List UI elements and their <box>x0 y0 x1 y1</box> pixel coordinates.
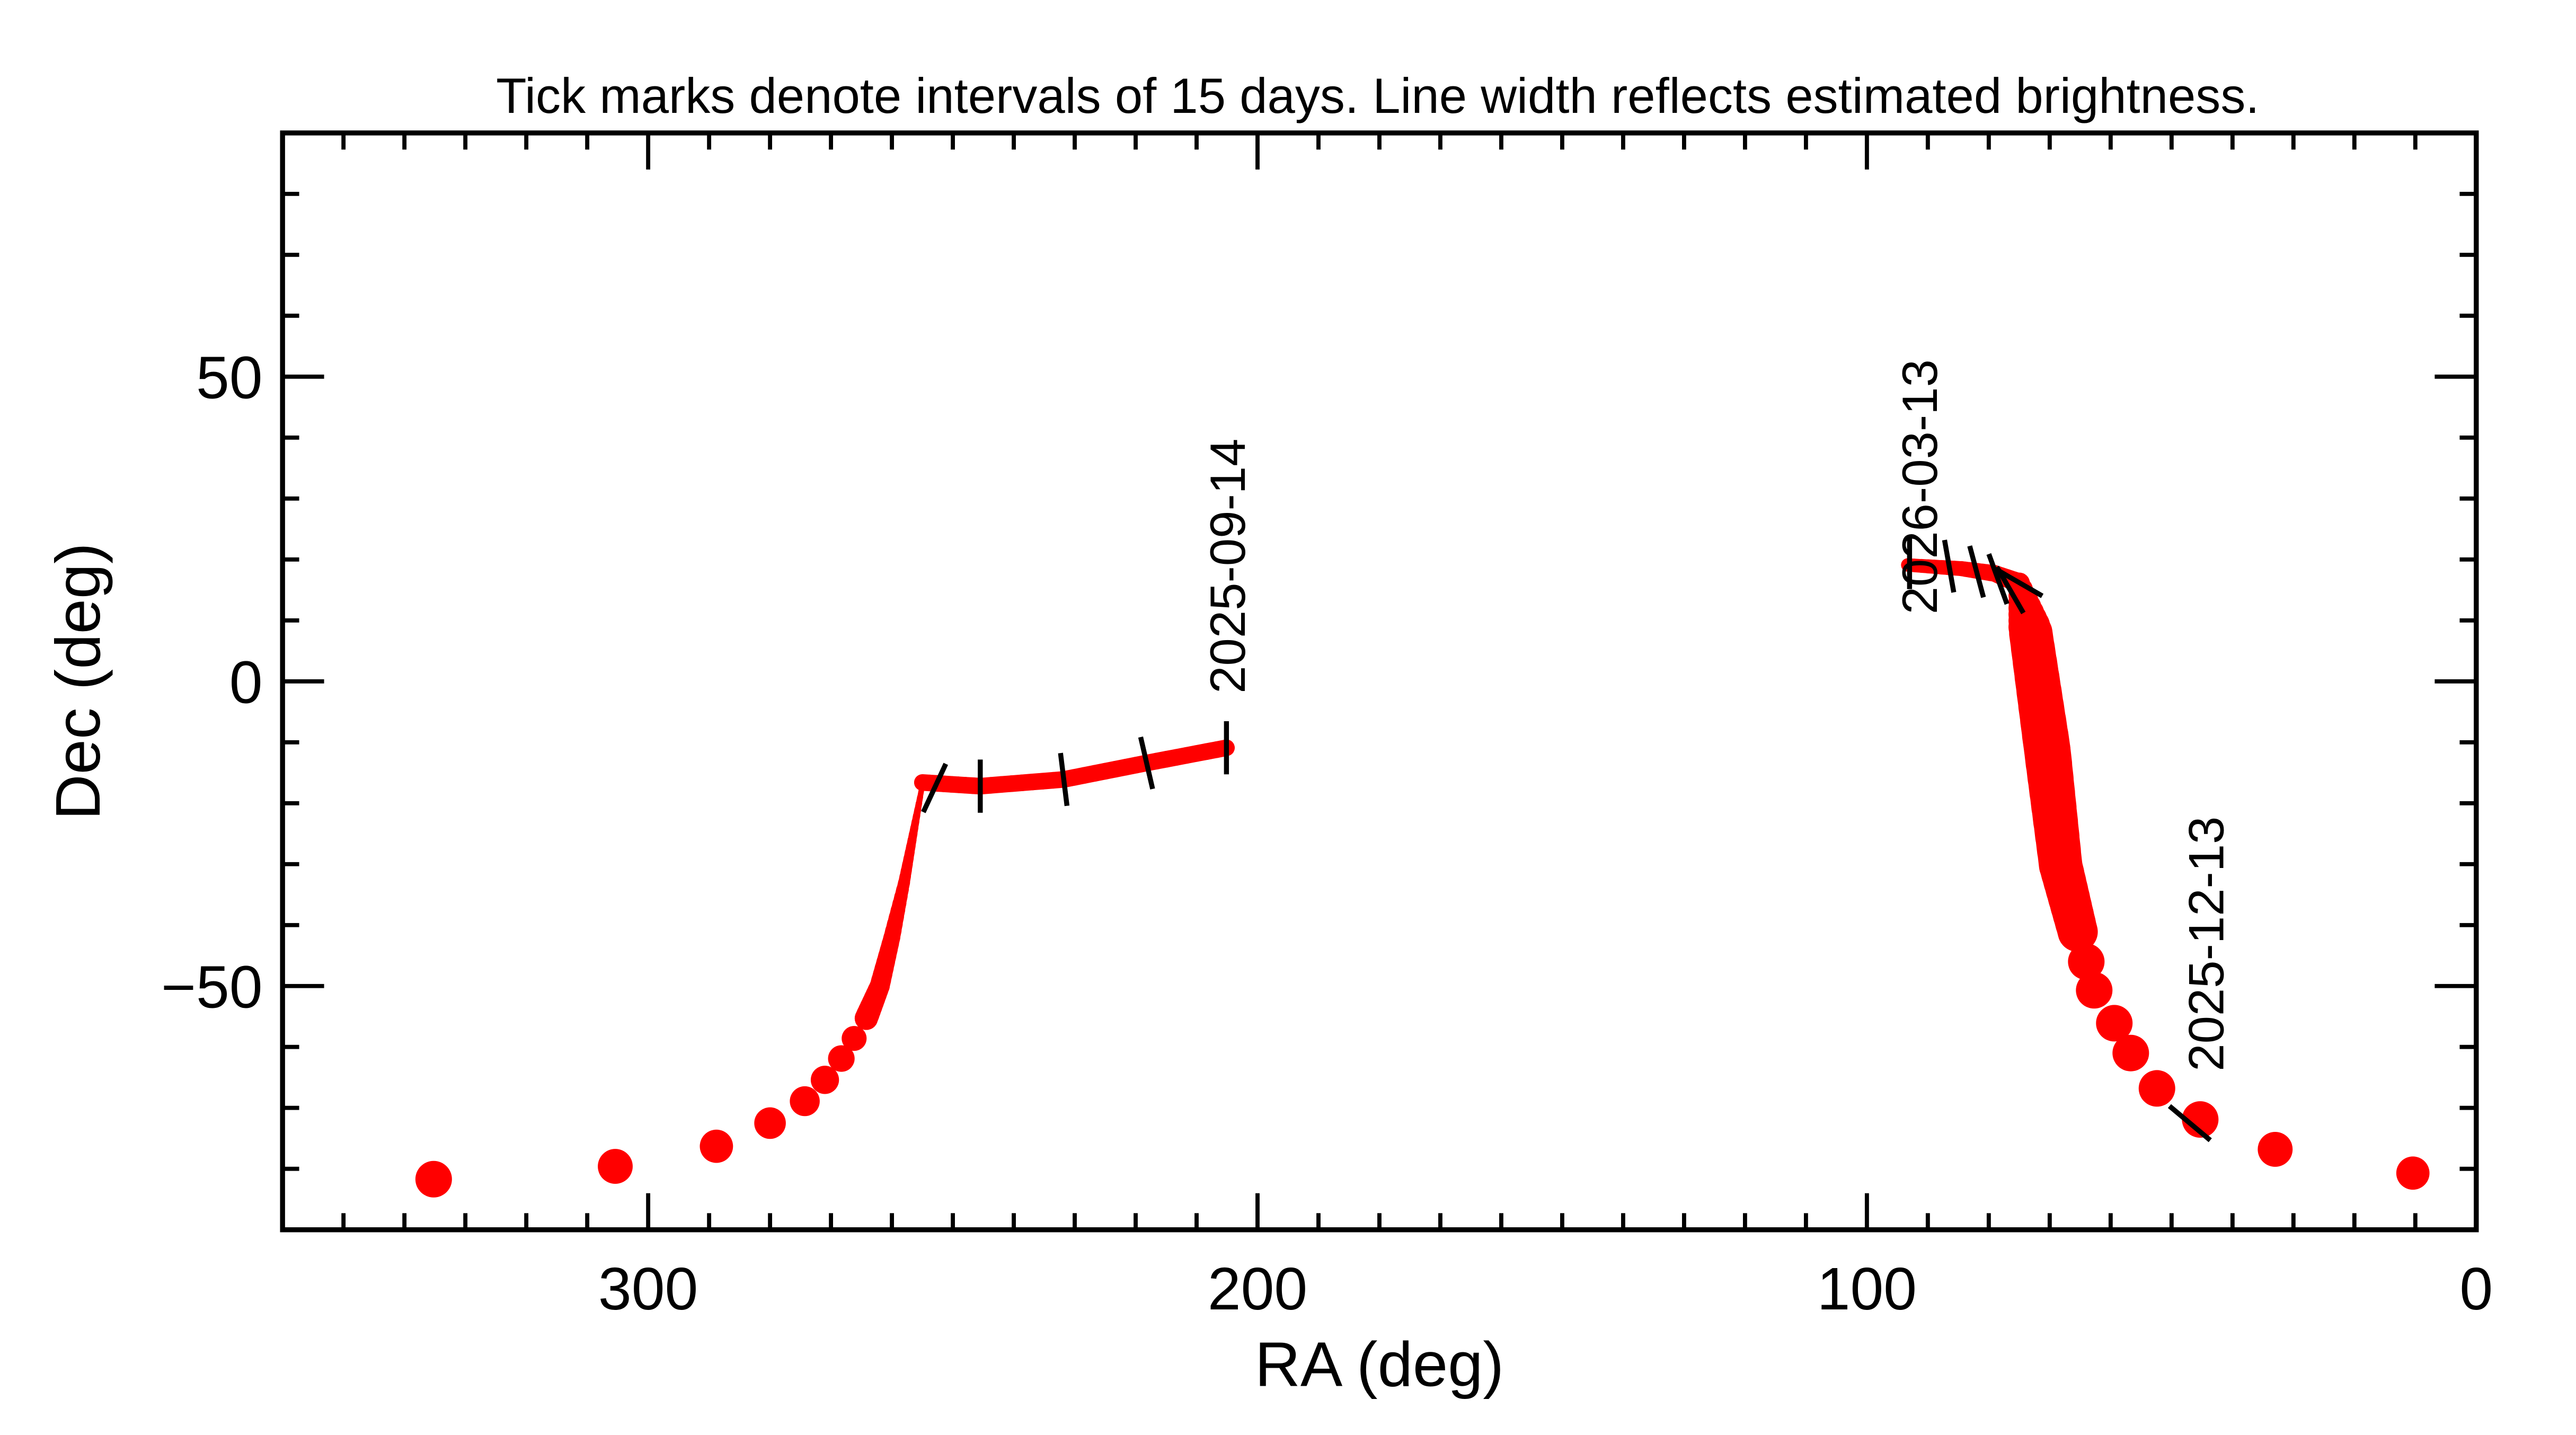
track-segment <box>415 1006 878 1198</box>
y-tick-label: 0 <box>229 649 263 716</box>
track-segment <box>2059 913 2430 1190</box>
track-point <box>2112 1034 2149 1071</box>
y-tick-label: 50 <box>196 344 263 411</box>
plot-frame <box>280 130 2479 1233</box>
chart-title: Tick marks denote intervals of 15 days. … <box>496 68 2259 123</box>
x-tick-label: 100 <box>1817 1255 1917 1322</box>
y-tick-label: −50 <box>161 954 262 1021</box>
track-point <box>2396 1156 2430 1190</box>
date-tick-mark <box>1138 736 1155 790</box>
track-point <box>2138 1070 2175 1107</box>
date-annotation: 2025-12-13 <box>2179 816 2234 1071</box>
track-point <box>810 1066 839 1094</box>
track-segment <box>914 739 1235 795</box>
track-point <box>842 1026 867 1051</box>
date-tick-mark <box>1967 545 1986 598</box>
date-tick-mark <box>1942 539 1957 593</box>
track-point <box>2059 913 2096 950</box>
track-point <box>790 1086 820 1117</box>
track-point <box>598 1149 633 1184</box>
track-point <box>415 1161 452 1198</box>
date-tick-mark <box>1995 567 2044 598</box>
track-point <box>2258 1131 2293 1167</box>
track-point <box>700 1129 733 1163</box>
date-annotation: 2026-03-13 <box>1892 359 1948 614</box>
track-point <box>828 1045 855 1072</box>
x-tick-label: 300 <box>598 1255 698 1322</box>
track-point <box>2076 972 2113 1009</box>
date-annotation: 2025-09-14 <box>1200 439 1255 694</box>
x-axis-label: RA (deg) <box>1255 1329 1504 1399</box>
x-tick-label: 0 <box>2459 1255 2493 1322</box>
track-point <box>2182 1101 2219 1138</box>
x-tick-label: 200 <box>1208 1255 1307 1322</box>
track-point <box>2096 1005 2133 1042</box>
y-axis-label: Dec (deg) <box>43 543 113 820</box>
date-tick-mark <box>921 763 949 813</box>
date-tick-mark <box>1986 553 2010 605</box>
track-point <box>2068 943 2105 980</box>
track-point <box>754 1107 786 1139</box>
date-tick-mark <box>1058 752 1070 807</box>
track-segment <box>1901 558 2098 952</box>
track-segment <box>855 782 925 1030</box>
date-tick-mark <box>2167 1104 2212 1142</box>
